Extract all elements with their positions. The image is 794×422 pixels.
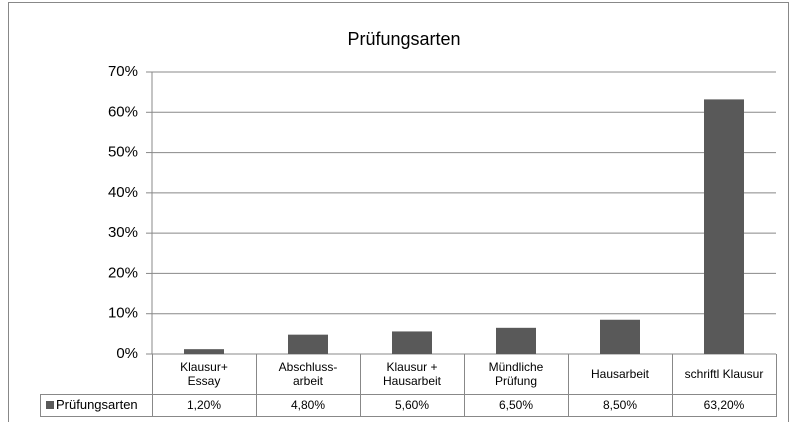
category-label: Klausur+ Essay [180,360,228,388]
y-tick-label: 70% [108,63,138,80]
y-tick-label: 40% [108,184,138,201]
y-tick-label: 60% [108,103,138,120]
y-tick-label: 10% [108,305,138,322]
y-tick-label: 0% [116,345,138,362]
legend-swatch [46,401,54,409]
bar [496,327,536,354]
category-label: Mündliche Prüfung [488,360,544,388]
legend-label: Prüfungsarten [56,397,138,412]
value-label: 1,20% [186,398,222,412]
y-tick-label: 20% [108,264,138,281]
category-label: Klausur + Hausarbeit [382,360,442,388]
bar [704,99,744,354]
category-label: schriftl Klausur [684,367,764,381]
category-label: Abschluss- arbeit [278,360,338,388]
y-tick-label: 50% [108,144,138,161]
bar [600,319,640,354]
bar [184,349,224,354]
y-tick-label: 30% [108,224,138,241]
bar [392,331,432,354]
bar [288,334,328,354]
value-label: 5,60% [394,398,430,412]
value-label: 4,80% [290,398,326,412]
category-label: Hausarbeit [590,367,650,381]
chart-title: Prüfungsarten [347,29,460,49]
value-label: 6,50% [498,398,534,412]
value-label: 63,20% [703,398,745,412]
value-label: 8,50% [602,398,638,412]
